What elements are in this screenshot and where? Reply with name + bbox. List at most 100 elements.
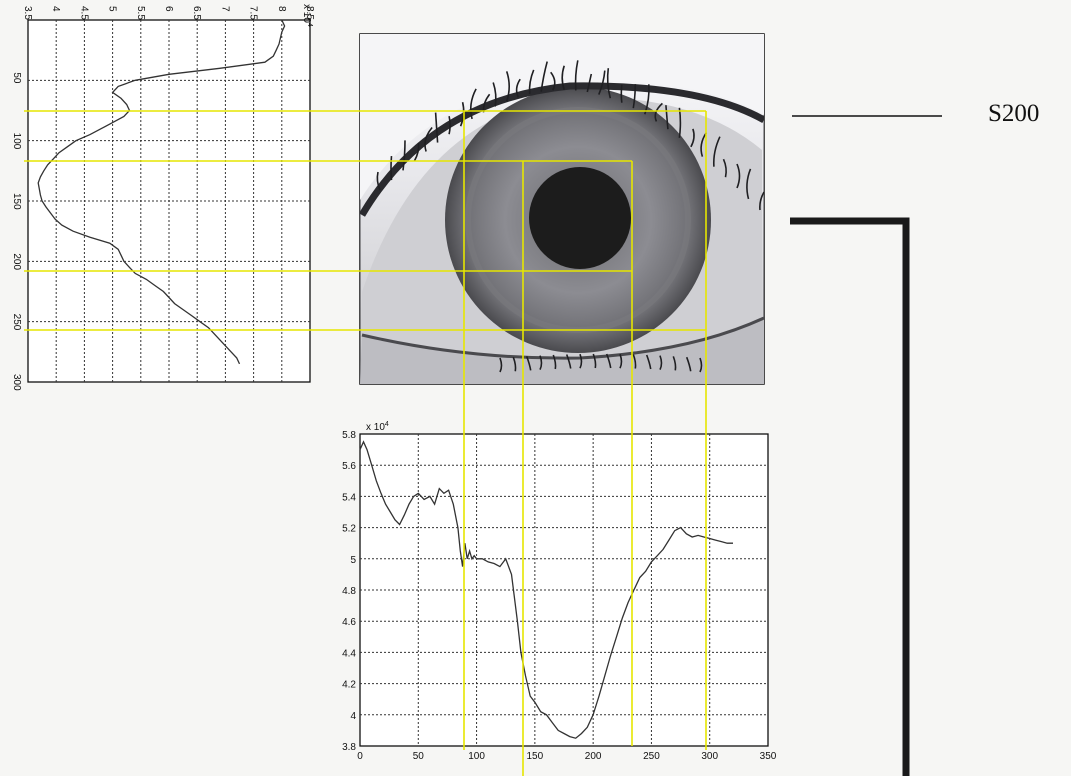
row-tick-label: 150 [11,193,22,210]
y-tick-label: 4 [350,711,356,722]
value-tick-label: 4.5 [78,6,89,20]
value-tick-label: 4 [50,6,61,12]
yellow-guide-lines [24,110,707,776]
y-tick-label: 4.8 [342,586,356,597]
lower-lid-edge [361,316,764,360]
eyelash [528,69,535,94]
lower-eyelash [592,353,597,369]
eyelash [746,168,752,200]
eyelash [550,71,556,91]
vertical-chart-multiplier: x 104 [301,4,313,27]
lower-eyelash [565,354,572,369]
vertical-chart-grid [28,20,310,382]
y-tick-label: 4.6 [342,617,356,628]
lower-eyelash [552,354,557,370]
x-tick-label: 0 [357,751,363,762]
eyelash [690,128,695,148]
row-tick-label: 200 [11,253,22,270]
eyelash [448,116,451,135]
value-tick-label: 6.5 [191,6,202,20]
x-tick-label: 350 [760,751,777,762]
lower-eyelash [659,355,663,370]
eyelash [424,126,433,152]
lower-eyelash [672,356,677,371]
lower-eyelash [525,356,532,371]
value-tick-label: 6 [163,6,174,12]
eyelash [561,65,565,91]
eyelash [413,142,420,162]
eyelash [654,102,663,122]
lower-eyelid [360,318,764,384]
pupil [529,167,631,269]
x-tick-label: 300 [701,751,718,762]
horizontal-projection-chart: 0 50 100 150 200 250 300 350 3.8 4 4.2 4.4 4.6 4.8 5 5.… [342,421,777,762]
eyelash [722,158,727,178]
y-tick-label: 5.2 [342,524,356,535]
lower-eyelash [605,353,612,369]
eyelash [574,60,579,91]
value-tick-label: 7 [219,6,230,12]
eyelash [620,84,623,103]
x-tick-label: 200 [585,751,602,762]
eyelash [505,71,510,102]
eyelash [700,132,708,157]
value-tick-label: 7.5 [248,6,259,20]
horizontal-projection-curve [359,440,733,739]
row-tick-label: 50 [11,72,22,84]
eyelash [402,140,406,171]
eyelash [434,112,439,143]
y-tick-label: 5.4 [342,492,356,503]
y-tick-label: 5.6 [342,461,356,472]
lower-eyelash [699,357,703,373]
x-tick-label: 50 [413,751,425,762]
horizontal-chart-multiplier: x 104 [366,421,389,433]
eyelash [540,61,548,92]
eyelash [492,82,497,107]
y-tick-label: 5 [350,555,356,566]
eyelash [469,88,477,120]
bracket-connector [790,217,910,776]
upper-lid-edge [360,82,764,217]
lower-eyelash [579,353,583,369]
row-tick-label: 300 [11,374,22,391]
horizontal-chart-grid [360,434,768,746]
vertical-projection-chart: 3.5 4 4.5 5 5.5 6 6.5 7 7.5 8 8.5 50 100 150 200 250 300… [11,4,315,391]
eyelash [606,68,612,99]
eyelash [515,78,521,98]
value-tick-label: 5.5 [135,6,146,20]
reference-label-s200: S200 [988,100,1040,127]
eyelashes [376,60,764,373]
horizontal-chart-tick-labels: 0 50 100 150 200 250 300 350 3.8 4 4.2 4.4 4.6 4.8 5 5.… [342,430,777,762]
value-tick-label: 3.5 [22,6,33,20]
lower-eyelash [632,354,637,369]
value-tick-label: 5 [107,6,118,12]
eyelash [712,136,721,167]
eyelash [586,73,593,93]
row-tick-label: 100 [11,133,22,150]
eyelash [759,191,764,211]
vertical-chart-tick-labels: 3.5 4 4.5 5 5.5 6 6.5 7 7.5 8 8.5 50 100 150 200 250 300 [11,6,315,391]
y-tick-label: 4.4 [342,648,356,659]
y-tick-label: 5.8 [342,430,356,441]
x-tick-label: 100 [468,751,485,762]
eye-photo [359,33,765,385]
eyelash [598,70,606,95]
row-tick-label: 250 [11,314,22,331]
lower-eyelash [685,356,692,372]
eyelash [665,105,669,130]
lower-eyelash [645,354,652,370]
value-tick-label: 8 [276,6,287,12]
x-tick-label: 150 [527,751,544,762]
eyelash [632,84,637,109]
y-tick-label: 3.8 [342,742,356,753]
eyelash [736,163,741,189]
lower-eyelash [619,353,623,369]
value-tick-label: 8.5 [304,6,315,20]
lower-eyelash [512,356,517,372]
eyelash [390,156,393,181]
lower-eyelash [539,355,543,370]
eyelash [376,171,381,191]
vertical-projection-curve [37,19,286,365]
lower-eyelash [499,357,503,373]
